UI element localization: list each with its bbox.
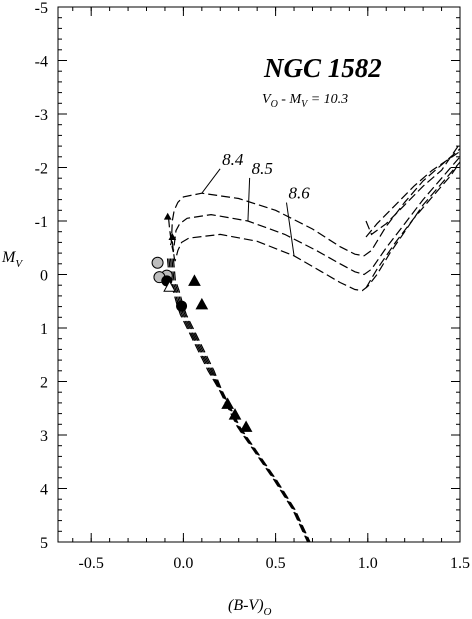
isochrone-8-5 xyxy=(169,156,461,276)
x-tick-label: 1.5 xyxy=(450,555,470,572)
black-triangle-star xyxy=(195,297,209,310)
main-sequence-line xyxy=(168,258,309,543)
small-triangle-star xyxy=(168,233,177,240)
y-tick-label: 3 xyxy=(40,428,48,445)
y-axis-label: MV xyxy=(1,249,23,270)
y-tick-label: 5 xyxy=(40,535,48,552)
y-tick-label: 1 xyxy=(40,321,48,338)
black-circle-star xyxy=(176,300,188,312)
red-giant-branch-line xyxy=(365,143,461,236)
plot-frame xyxy=(57,6,461,543)
main-sequence-line xyxy=(166,258,309,543)
main-sequence-line xyxy=(171,258,310,543)
black-triangle-star xyxy=(239,420,253,432)
x-tick-label: 0.5 xyxy=(266,555,286,572)
black-triangle-star xyxy=(228,408,242,420)
small-triangle-star xyxy=(163,212,172,220)
red-giant-branch-line xyxy=(365,151,461,238)
y-tick-label: -4 xyxy=(35,54,48,71)
isochrone-8-4 xyxy=(168,148,461,257)
text-labels: -0.5 0.0 0.5 1.0 1.5 -5 -4 -3 -2 -1 0 1 2 3 4 5 8.4 8.5 8.… xyxy=(35,0,470,572)
black-triangle-star xyxy=(221,397,235,409)
y-tick-label: -2 xyxy=(35,161,48,178)
gray-circle-star xyxy=(151,256,164,269)
x-axis-label: (B-V)O xyxy=(228,597,272,618)
open-triangle-star xyxy=(163,280,176,292)
y-tick-label: 0 xyxy=(40,268,48,285)
x-tick-label: 1.0 xyxy=(358,555,378,572)
isochrone-8-6 xyxy=(171,161,461,292)
isochrone-leader xyxy=(201,168,221,194)
y-tick-label: -5 xyxy=(35,0,48,17)
axis-ticks xyxy=(58,6,461,543)
isochrone-leader xyxy=(286,202,295,256)
red-giant-branch-line xyxy=(365,161,461,289)
x-tick-label: 0.0 xyxy=(173,555,193,572)
isochrone-leader xyxy=(247,177,251,222)
y-tick-label: 4 xyxy=(40,482,48,499)
isochrone-label: 8.4 xyxy=(222,150,244,169)
main-sequence-line xyxy=(172,258,311,543)
star-markers xyxy=(151,212,253,432)
isochrone-label: 8.5 xyxy=(252,159,273,178)
black-triangle-star xyxy=(188,274,201,286)
isochrone-label: 8.6 xyxy=(289,184,311,203)
y-tick-label: 2 xyxy=(40,375,48,392)
isochrone-curves xyxy=(166,143,461,543)
y-tick-label: -1 xyxy=(35,214,48,231)
distance-modulus-label: VO - MV = 10.3 xyxy=(262,92,348,110)
main-sequence-line xyxy=(169,258,310,543)
x-tick-label: -0.5 xyxy=(79,555,104,572)
chart-title: NGC 1582 xyxy=(263,53,382,83)
y-tick-label: -3 xyxy=(35,107,48,124)
